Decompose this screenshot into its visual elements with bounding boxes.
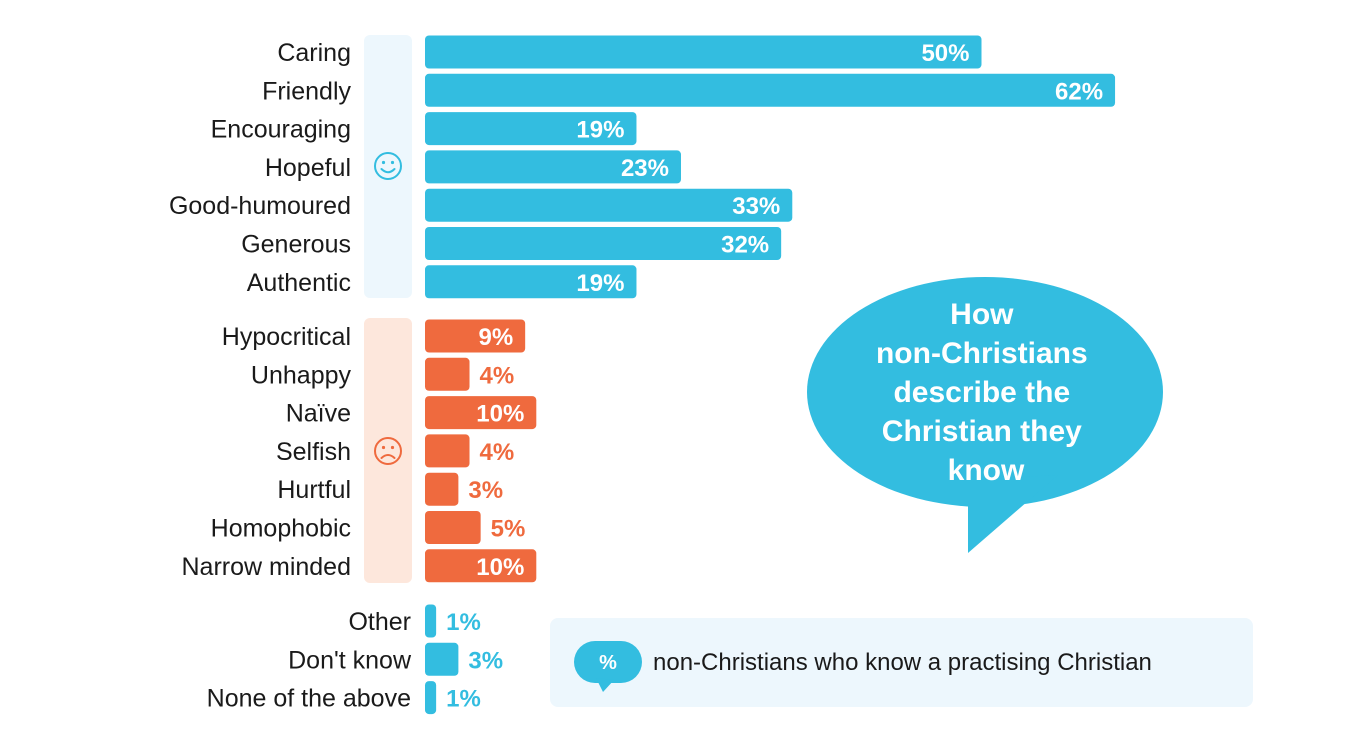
category-label-hopeful: Hopeful xyxy=(265,154,351,182)
category-label-friendly: Friendly xyxy=(262,77,351,105)
bar-caring xyxy=(425,35,982,69)
negative-group-panel xyxy=(364,318,412,583)
bar-unhappy xyxy=(425,357,470,391)
value-label-none-of-the-above: 1% xyxy=(446,686,481,713)
bar-none-of-the-above xyxy=(425,681,437,715)
category-label-generous: Generous xyxy=(241,231,351,259)
chart-title-line: describe the xyxy=(893,376,1070,409)
value-label-caring: 50% xyxy=(921,40,969,67)
bar-good-humoured xyxy=(425,188,793,222)
legend-text: non-Christians who know a practising Chr… xyxy=(653,649,1152,676)
value-label-don-t-know: 3% xyxy=(468,647,503,674)
bar-generous xyxy=(425,227,782,260)
category-label-other: Other xyxy=(348,608,411,636)
value-label-friendly: 62% xyxy=(1055,78,1103,105)
value-label-hopeful: 23% xyxy=(621,155,669,182)
frowning-face-icon xyxy=(374,437,402,465)
category-label-homophobic: Homophobic xyxy=(211,515,351,543)
value-label-hurtful: 3% xyxy=(468,477,503,504)
bar-selfish xyxy=(425,434,470,468)
legend-panel xyxy=(550,618,1253,707)
value-label-selfish: 4% xyxy=(480,439,515,466)
positive-group-panel xyxy=(364,35,412,298)
category-label-hypocritical: Hypocritical xyxy=(222,323,351,351)
category-label-none-of-the-above: None of the above xyxy=(207,685,411,713)
smiley-face-icon xyxy=(374,152,402,180)
chart-title-line: know xyxy=(948,454,1025,487)
value-label-hypocritical: 9% xyxy=(478,324,513,351)
value-label-narrow-minded: 10% xyxy=(476,554,524,581)
speech-badge-icon xyxy=(574,641,642,692)
bar-authentic xyxy=(425,265,637,299)
category-label-caring: Caring xyxy=(277,39,351,67)
category-label-encouraging: Encouraging xyxy=(211,116,351,144)
bar-hurtful xyxy=(425,472,459,506)
bar-narrow-minded xyxy=(425,549,537,583)
bar-hypocritical xyxy=(425,319,526,353)
category-label-good-humoured: Good-humoured xyxy=(169,192,351,220)
category-label-unhappy: Unhappy xyxy=(251,361,352,389)
legend: % non-Christians who know a practising C… xyxy=(550,618,1253,707)
bars-layer: Caring 50% Friendly 62% Encouraging 19% Hopefu… xyxy=(169,35,1116,715)
bar-homophobic xyxy=(425,511,481,544)
bar-don-t-know xyxy=(425,642,459,676)
value-label-authentic: 19% xyxy=(576,270,624,297)
value-label-na-ve: 10% xyxy=(476,401,524,428)
legend-badge-text: % xyxy=(599,652,617,674)
bar-hopeful xyxy=(425,150,681,184)
bar-other xyxy=(425,604,437,638)
chart-title-line: Christian they xyxy=(882,415,1082,448)
chart-title: How non-Christians describe the Christia… xyxy=(876,298,1096,487)
value-label-encouraging: 19% xyxy=(576,117,624,144)
bar-friendly xyxy=(425,73,1116,107)
chart-title-line: non-Christians xyxy=(876,337,1088,370)
chart-title-line: How xyxy=(950,298,1014,331)
value-label-homophobic: 5% xyxy=(491,516,526,543)
category-label-hurtful: Hurtful xyxy=(277,476,351,504)
category-label-selfish: Selfish xyxy=(276,438,351,466)
value-label-generous: 32% xyxy=(721,232,769,259)
category-label-authentic: Authentic xyxy=(247,269,351,297)
category-label-narrow-minded: Narrow minded xyxy=(181,553,351,581)
value-label-good-humoured: 33% xyxy=(732,193,780,220)
value-label-other: 1% xyxy=(446,609,481,636)
bar-na-ve xyxy=(425,396,537,430)
title-speech-bubble: How non-Christians describe the Christia… xyxy=(807,277,1163,553)
category-label-na-ve: Naïve xyxy=(286,400,351,428)
value-label-unhappy: 4% xyxy=(480,362,515,389)
bar-encouraging xyxy=(425,112,637,146)
category-label-don-t-know: Don't know xyxy=(288,646,412,674)
